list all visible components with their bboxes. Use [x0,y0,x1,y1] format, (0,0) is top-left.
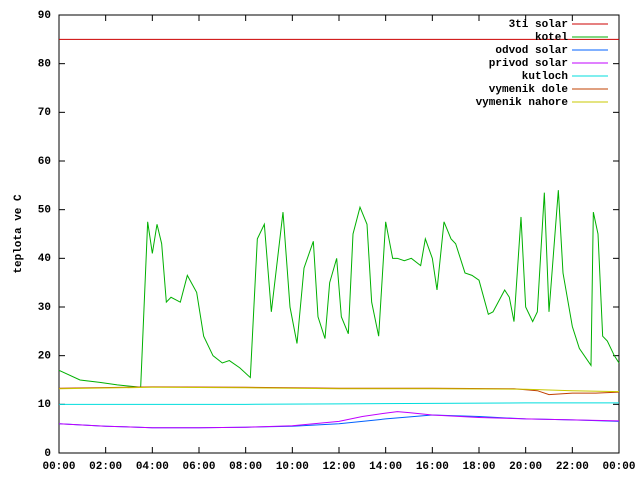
y-tick-label: 30 [38,302,51,314]
series-line [58,386,620,396]
x-tick-label: 00:00 [42,461,75,473]
x-tick-label: 10:00 [276,461,309,473]
series-line [59,402,619,405]
legend-label: odvod solar [495,45,568,57]
x-tick-label: 22:00 [556,461,589,473]
x-tick-label: 08:00 [229,461,262,473]
y-tick-label: 0 [44,448,51,460]
y-tick-label: 60 [38,156,51,168]
series-line [58,386,620,393]
legend-label: 3ti solar [509,19,568,31]
x-tick-label: 04:00 [136,461,169,473]
y-tick-label: 50 [38,205,51,217]
y-tick-label: 10 [38,399,51,411]
x-tick-label: 20:00 [509,461,542,473]
y-tick-label: 70 [38,107,51,119]
y-tick-label: 80 [38,59,51,71]
y-tick-label: 90 [38,10,51,22]
y-axis-label: teplota ve C [13,194,25,274]
x-tick-label: 12:00 [322,461,355,473]
x-tick-label: 02:00 [89,461,122,473]
legend-label: kotel [535,32,568,44]
legend-label: privod solar [489,58,568,70]
x-tick-label: 06:00 [182,461,215,473]
x-tick-label: 14:00 [369,461,402,473]
legend-label: vymenik nahore [476,97,569,109]
x-tick-label: 18:00 [462,461,495,473]
x-tick-label: 00:00 [602,461,635,473]
x-tick-label: 16:00 [416,461,449,473]
series-line [58,190,620,388]
y-tick-label: 20 [38,351,51,363]
legend-label: kutloch [522,71,568,83]
y-tick-label: 40 [38,253,51,265]
series-line [58,411,620,429]
legend-label: vymenik dole [489,84,569,96]
